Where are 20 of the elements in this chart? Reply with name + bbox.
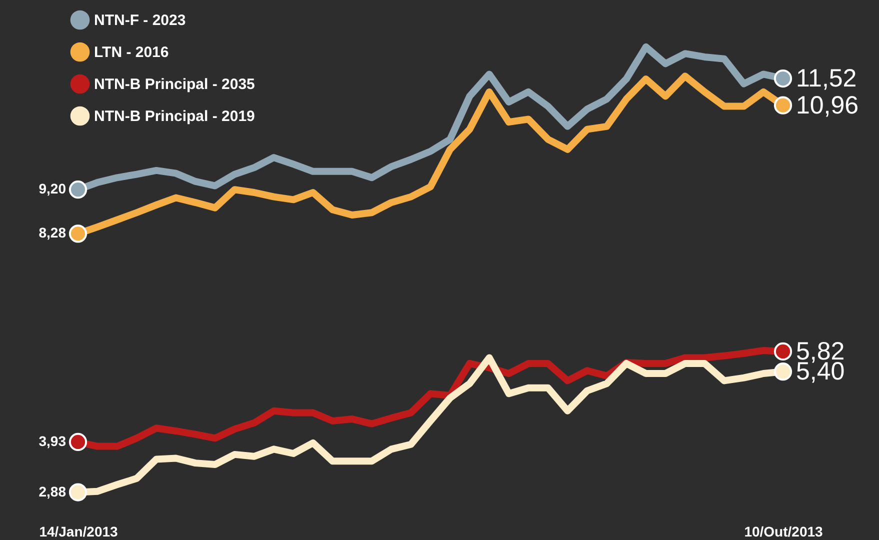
- legend-label: NTN-F - 2023: [94, 12, 186, 29]
- data-label: 11,52: [796, 64, 857, 93]
- point: [774, 362, 792, 381]
- data-label: 2,88: [38, 483, 66, 500]
- point: [68, 180, 88, 199]
- data-label: 8,28: [38, 224, 66, 241]
- x-tick-label: 10/Out/2013: [744, 524, 824, 540]
- x-tick-label: 14/Jan/2013: [39, 524, 118, 540]
- point: [68, 224, 88, 243]
- point: [68, 483, 88, 502]
- point: [68, 432, 88, 452]
- legend-label: NTN-B Principal - 2019: [94, 108, 255, 125]
- point: [774, 342, 792, 361]
- data-label: 9,20: [38, 180, 66, 197]
- point: [774, 69, 792, 88]
- legend-label: NTN-B Principal - 2035: [94, 76, 255, 93]
- point: [774, 96, 792, 114]
- data-label: 3,93: [38, 432, 66, 449]
- legend-label: LTN - 2016: [94, 44, 169, 61]
- data-label: 10,96: [796, 91, 859, 120]
